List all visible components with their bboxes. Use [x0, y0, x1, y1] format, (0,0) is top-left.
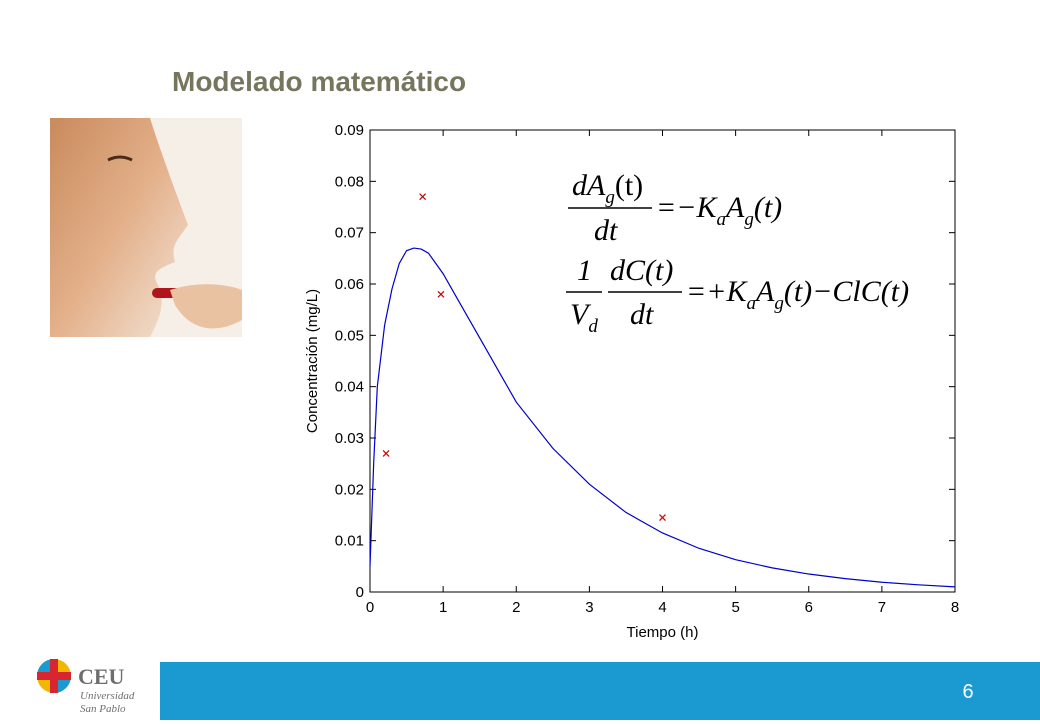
x-tick-label: 2	[512, 599, 520, 616]
eq-text: A	[754, 275, 775, 308]
eq-text: dA	[572, 169, 606, 202]
x-tick-label: 5	[731, 599, 739, 616]
slide-title: Modelado matemático	[172, 66, 466, 97]
y-tick-label: 0	[356, 584, 364, 601]
eq-subscript: d	[588, 316, 598, 337]
x-tick-label: 6	[805, 599, 813, 616]
logo: CEU Universidad San Pablo	[37, 659, 135, 715]
x-tick-label: 4	[658, 599, 666, 616]
photo	[50, 118, 242, 337]
eq-text: (t)	[615, 169, 643, 202]
y-tick-label: 0.03	[335, 430, 364, 447]
equation-2-rhs: =+KaAg(t)−ClC(t)	[686, 275, 909, 314]
y-tick-label: 0.06	[335, 276, 364, 293]
x-tick-label: 1	[439, 599, 447, 616]
y-tick-label: 0.05	[335, 327, 364, 344]
equation-1-denominator: dt	[594, 214, 618, 247]
logo-brand: CEU	[78, 664, 125, 689]
data-point	[419, 193, 427, 201]
equation-2-denominator: dt	[630, 298, 654, 331]
logo-line: San Pablo	[80, 703, 126, 715]
x-tick-label: 0	[366, 599, 374, 616]
equation-2-coef-num: 1	[577, 254, 592, 287]
plot-area: 0 0.01 0.02 0.03 0.04 0.05 0.06 0.07 0.08 0.09 0 1 2…	[304, 122, 959, 641]
equation-1-numerator: dAg(t)	[572, 169, 643, 208]
y-axis-label: Concentración (mg/L)	[304, 289, 321, 433]
data-point	[382, 449, 390, 457]
eq-subscript: g	[744, 209, 754, 230]
y-tick-label: 0.01	[335, 533, 364, 550]
y-tick-label: 0.04	[335, 379, 364, 396]
equation-1-rhs: =−KaAg(t)	[656, 191, 782, 230]
eq-text: V	[570, 298, 592, 331]
y-tick-label: 0.02	[335, 481, 364, 498]
logo-line: Universidad	[80, 690, 135, 702]
data-point	[659, 514, 666, 521]
eq-subscript: g	[774, 293, 784, 314]
eq-text: A	[724, 191, 745, 224]
y-tick-label: 0.09	[335, 122, 364, 139]
eq-subscript: a	[747, 293, 757, 314]
x-tick-label: 8	[951, 599, 959, 616]
curve	[369, 247, 956, 588]
x-tick-label: 3	[585, 599, 593, 616]
eq-text: =−K	[656, 191, 718, 224]
equation-2-coef-den: Vd	[570, 298, 598, 337]
x-axis-label: Tiempo (h)	[627, 624, 699, 641]
data-point	[437, 290, 445, 298]
x-tick-label: 7	[878, 599, 886, 616]
y-tick-label: 0.07	[335, 225, 364, 242]
y-tick-label: 0.08	[335, 173, 364, 190]
eq-text: (t)−ClC(t)	[784, 275, 909, 308]
eq-subscript: g	[605, 187, 615, 208]
eq-subscript: a	[717, 209, 727, 230]
eq-text: =+K	[686, 275, 748, 308]
equation-2-numerator: dC(t)	[610, 254, 673, 287]
page-number: 6	[962, 681, 973, 703]
eq-text: (t)	[754, 191, 782, 224]
equations: dAg(t) dt =−KaAg(t) 1 Vd dC(t) dt =+KaAg…	[566, 169, 909, 337]
footer-bar	[160, 662, 1040, 720]
